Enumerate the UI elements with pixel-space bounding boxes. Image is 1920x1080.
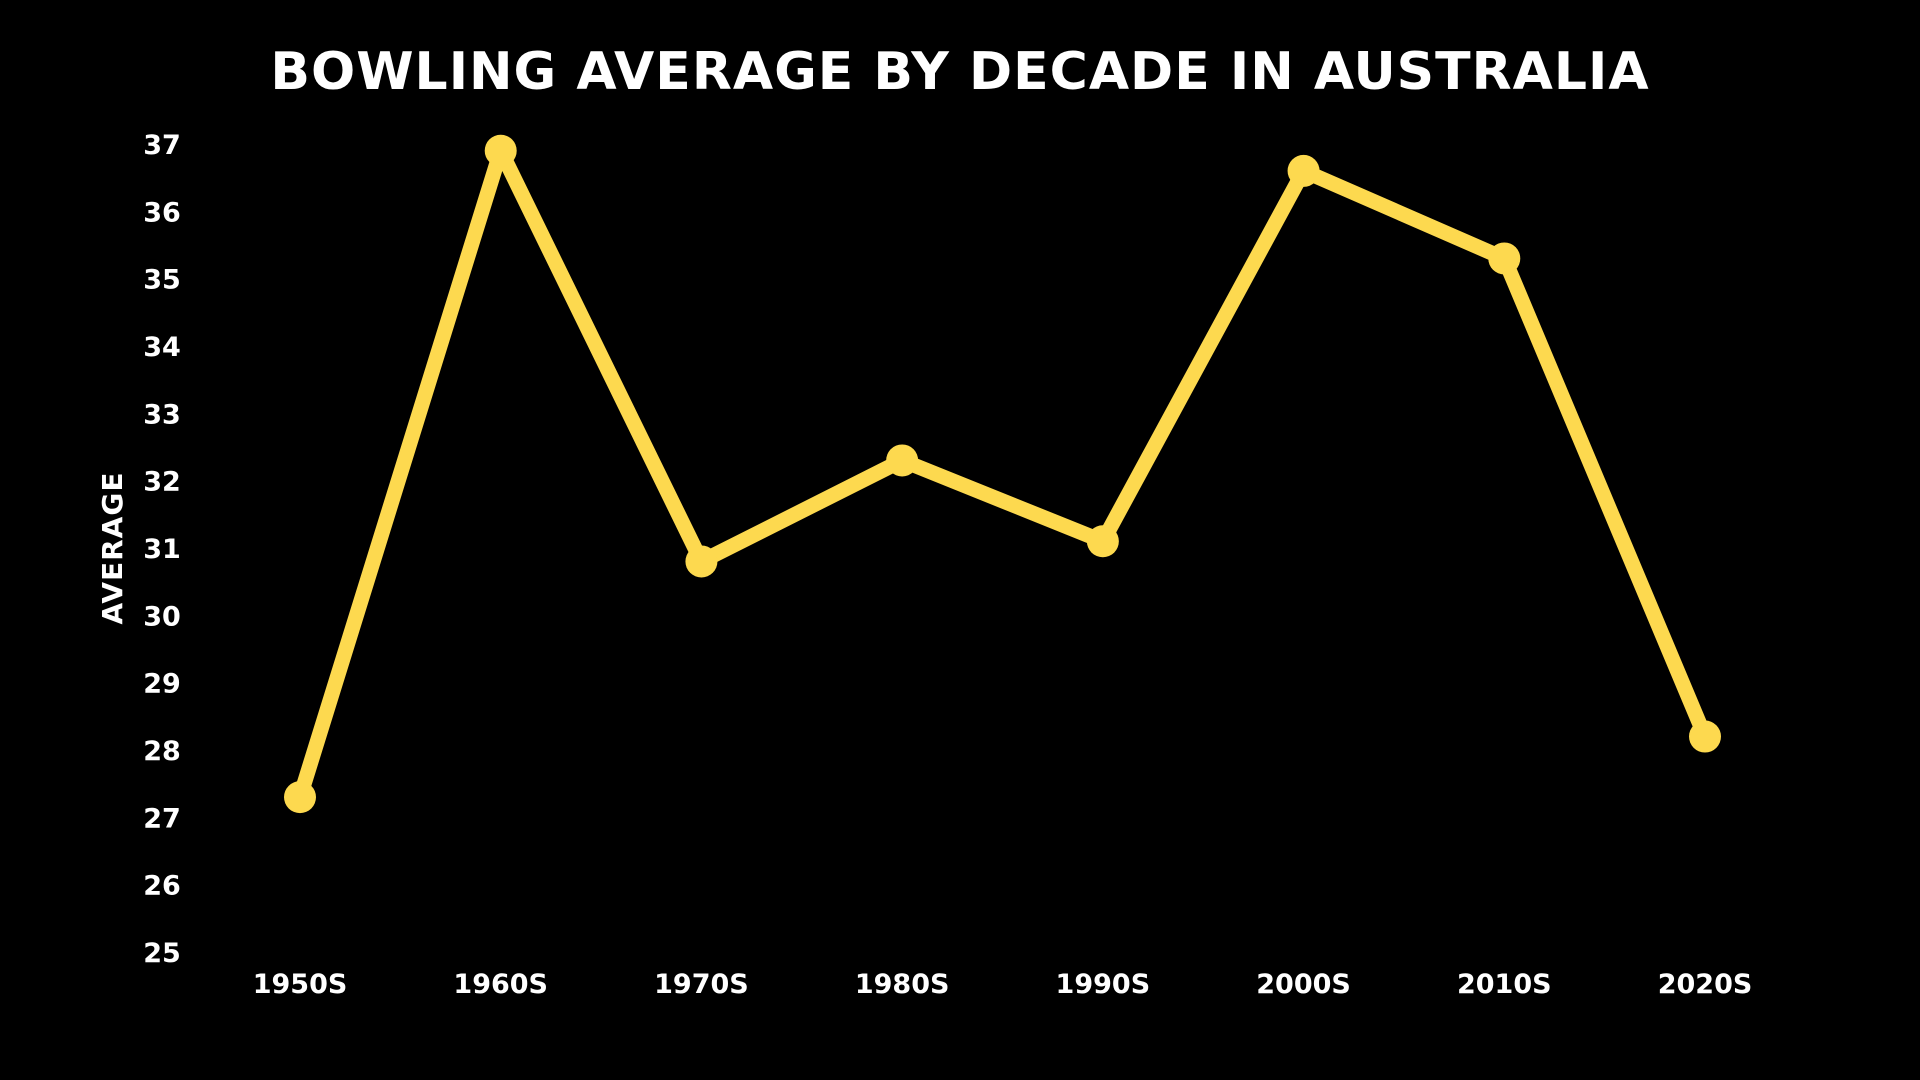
y-tick-label: 34 [143,332,181,363]
chart-title: Bowling Average by Decade in Australia [270,42,1650,102]
y-tick-label: 36 [143,197,181,228]
data-point-2020s [1689,720,1721,753]
x-tick-label: 2020S [1658,969,1753,1000]
y-tick-label: 31 [143,534,181,565]
y-tick-label: 35 [143,265,181,296]
x-tick-label: 2000S [1256,969,1351,1000]
data-point-1970s [685,545,718,578]
x-tick-label: 1970S [654,969,749,1000]
data-point-1950s [284,781,316,814]
data-point-2000s [1287,154,1320,187]
x-tick-label: 1950S [253,969,348,1000]
y-axis-title: AVERAGE [96,472,129,625]
y-tick-label: 29 [143,669,181,700]
y-tick-label: 28 [143,736,181,767]
data-point-2010s [1488,242,1521,275]
y-axis-title-group: AVERAGE [96,472,129,625]
data-point-1980s [886,444,919,477]
y-tick-label: 27 [143,803,181,834]
series-line [292,143,1713,805]
x-tick-label: 1980S [855,969,950,1000]
x-tick-label: 1990S [1056,969,1151,1000]
series-group [284,134,1721,814]
x-tick-label: 1960S [453,969,548,1000]
x-tick-label: 2010S [1457,969,1552,1000]
y-tick-label: 30 [143,601,181,632]
data-point-1990s [1086,525,1119,558]
y-tick-label: 26 [143,871,181,902]
y-tick-label: 33 [143,399,181,430]
y-axis-ticks: 37 36 35 34 33 32 31 30 29 28 27 26 25 [143,130,181,969]
y-tick-label: 32 [143,467,181,498]
data-point-1960s [484,134,517,167]
y-tick-label: 37 [143,130,181,161]
y-tick-label: 25 [143,938,181,969]
x-axis-ticks: 1950S 1960S 1970S 1980S 1990S 2000S 2010S 2020S [253,969,1753,1000]
